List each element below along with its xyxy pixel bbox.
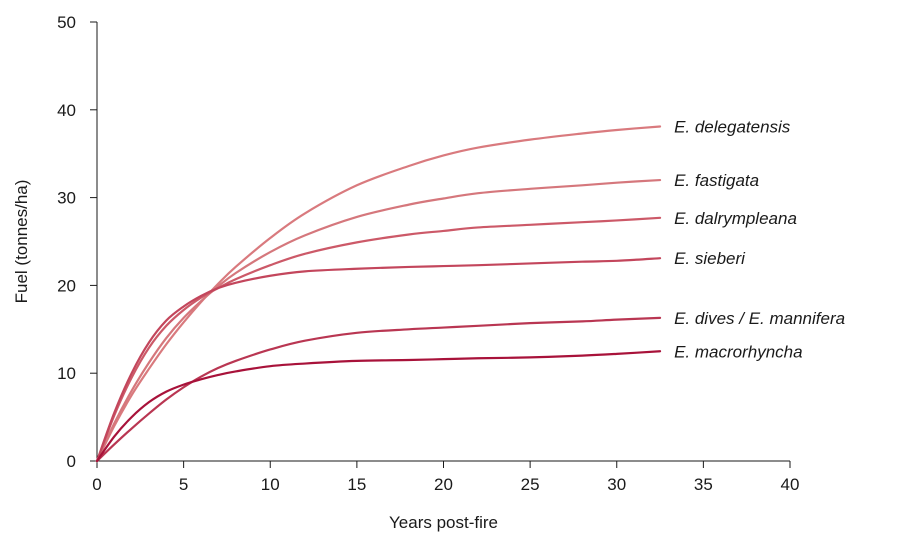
x-tick-label: 35 <box>694 475 713 494</box>
series-label-e-dalrympleana: E. dalrympleana <box>674 209 797 228</box>
x-ticks: 0 5 10 15 20 25 30 35 40 <box>92 461 799 494</box>
x-tick-label: 0 <box>92 475 101 494</box>
x-tick-label: 20 <box>434 475 453 494</box>
y-tick-label: 40 <box>57 101 76 120</box>
series-label-e-sieberi: E. sieberi <box>674 249 746 268</box>
y-tick-label: 20 <box>57 276 76 295</box>
x-tick-label: 15 <box>347 475 366 494</box>
x-tick-label: 40 <box>781 475 800 494</box>
axes <box>96 22 790 462</box>
series-lines <box>95 125 662 463</box>
series-label-e-dives-e-mannifera: E. dives / E. mannifera <box>674 309 845 328</box>
series-line-e-delegatensis <box>95 125 662 463</box>
x-tick-label: 30 <box>607 475 626 494</box>
series-labels: E. delegatensis E. fastigata E. dalrymplea… <box>674 117 845 361</box>
series-line-e-sieberi <box>95 257 662 463</box>
y-tick-label: 10 <box>57 364 76 383</box>
series-line-e-fastigata <box>95 178 662 463</box>
series-label-e-macrorhyncha: E. macrorhyncha <box>674 342 803 361</box>
y-ticks: 0 10 20 30 40 50 <box>57 13 97 471</box>
series-label-e-fastigata: E. fastigata <box>674 171 759 190</box>
series-label-e-delegatensis: E. delegatensis <box>674 117 791 136</box>
series-line-e-dives-e-mannifera <box>95 316 662 463</box>
y-tick-label: 0 <box>67 452 76 471</box>
x-tick-label: 5 <box>179 475 188 494</box>
y-tick-label: 30 <box>57 189 76 208</box>
x-tick-label: 10 <box>261 475 280 494</box>
y-tick-label: 50 <box>57 13 76 32</box>
series-line-e-macrorhyncha <box>95 350 662 463</box>
x-axis-title: Years post-fire <box>389 513 498 532</box>
y-axis-title: Fuel (tonnes/ha) <box>12 180 31 304</box>
x-tick-label: 25 <box>521 475 540 494</box>
series-line-e-dalrympleana <box>95 216 662 463</box>
